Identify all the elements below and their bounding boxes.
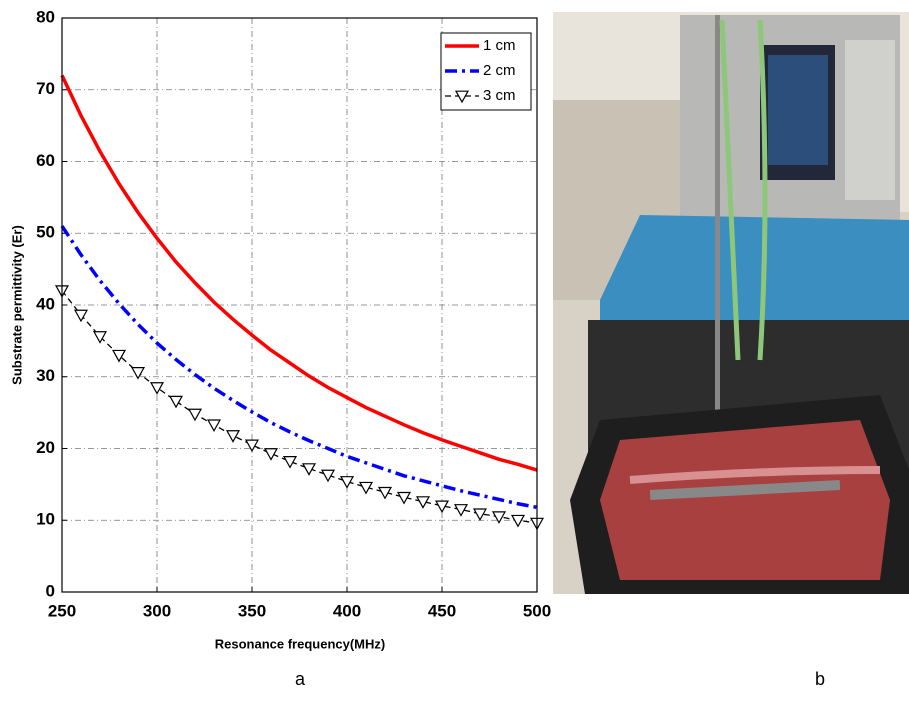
y-tick-label: 80 — [36, 7, 55, 26]
marker — [92, 331, 108, 344]
marker — [415, 496, 431, 509]
marker — [263, 448, 279, 461]
y-tick-label: 50 — [36, 223, 55, 242]
y-tick-label: 60 — [36, 151, 55, 170]
legend-label: 2 cm — [483, 62, 516, 79]
marker — [111, 349, 127, 363]
y-tick-label: 40 — [36, 294, 55, 313]
y-tick-label: 10 — [36, 510, 55, 529]
marker — [244, 439, 260, 453]
x-tick-label: 500 — [523, 601, 551, 620]
marker — [396, 491, 412, 505]
legend-label: 1 cm — [483, 37, 516, 54]
y-tick-label: 20 — [36, 438, 55, 457]
x-tick-label: 300 — [143, 601, 171, 620]
axes-frame — [61, 17, 538, 593]
legend-marker — [454, 90, 470, 104]
panel-label: a — [295, 669, 306, 689]
marker — [320, 469, 336, 483]
marker — [187, 408, 203, 422]
marker — [225, 430, 241, 443]
x-tick-label: 400 — [333, 601, 361, 620]
marker — [491, 511, 507, 524]
marker — [339, 476, 355, 489]
marker — [206, 419, 222, 433]
legend-label: 3 cm — [483, 87, 516, 104]
marker — [453, 504, 469, 517]
marker — [130, 367, 146, 380]
marker — [358, 481, 374, 495]
y-tick-label: 0 — [46, 581, 55, 600]
panel-label: b — [815, 669, 825, 689]
series-line — [60, 225, 538, 510]
y-tick-label: 30 — [36, 366, 55, 385]
marker — [377, 486, 393, 500]
photo — [553, 12, 909, 594]
y-axis-label: Substrate permittivity (Er) — [9, 225, 24, 385]
marker — [301, 463, 317, 476]
x-axis-label: Resonance frequency(MHz) — [215, 636, 385, 651]
x-tick-label: 350 — [238, 601, 266, 620]
marker — [282, 456, 298, 469]
marker — [510, 514, 526, 528]
marker — [73, 309, 89, 323]
marker — [434, 500, 450, 514]
x-tick-label: 450 — [428, 601, 456, 620]
marker — [149, 382, 165, 395]
series-line — [60, 74, 538, 472]
marker — [472, 508, 488, 522]
y-tick-label: 70 — [36, 79, 55, 98]
x-tick-label: 250 — [48, 601, 76, 620]
marker — [168, 395, 184, 409]
